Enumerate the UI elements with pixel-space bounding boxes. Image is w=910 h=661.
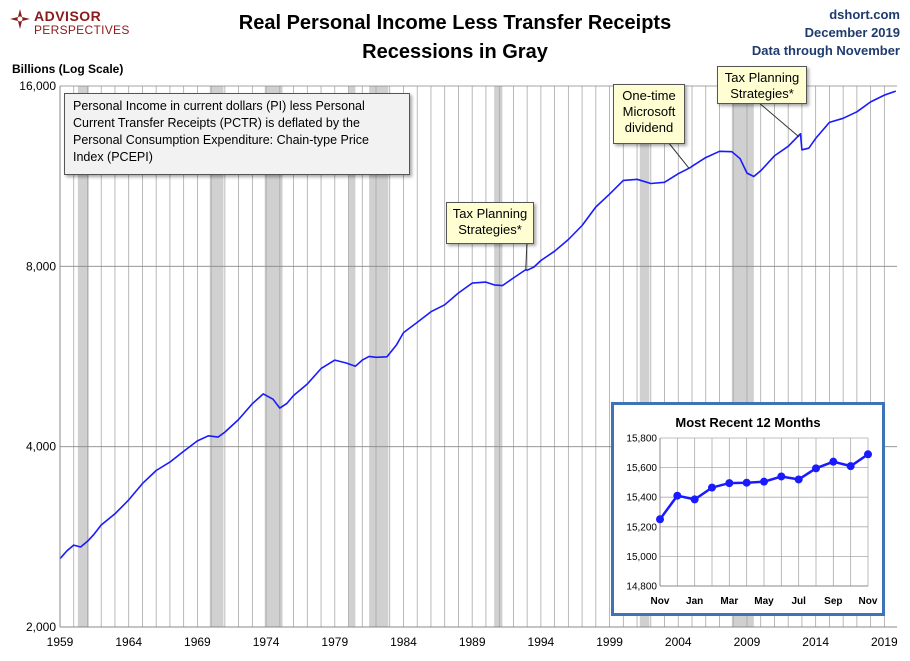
source-label: dshort.com — [829, 7, 900, 22]
y-tick-label: 2,000 — [26, 620, 56, 634]
x-tick-label: 1969 — [184, 635, 211, 649]
x-tick-label: 2009 — [734, 635, 761, 649]
data-through-label: Data through November — [751, 43, 900, 58]
chart-subtitle: Recessions in Gray — [362, 41, 548, 63]
recent-12-months-panel: Most Recent 12 Months 14,800 15,000 15,200… — [611, 402, 885, 616]
x-tick-label: 1999 — [596, 635, 623, 649]
inset-y-tick-label: 15,000 — [626, 552, 657, 563]
callout-microsoft-dividend: One-time Microsoft dividend — [613, 84, 685, 144]
advisor-perspectives-logo: ADVISOR PERSPECTIVES — [10, 8, 140, 37]
inset-y-tick-label: 15,200 — [626, 522, 657, 533]
inset-x-tick-label: Nov — [651, 596, 670, 607]
inset-y-tick-label: 15,400 — [626, 493, 657, 504]
recession-band — [77, 86, 89, 627]
inset-x-tick-label: Jan — [686, 596, 703, 607]
inset-y-tick-label: 15,600 — [626, 463, 657, 474]
inset-data-point — [846, 462, 855, 471]
x-tick-label: 1974 — [253, 635, 280, 649]
y-tick-label: 8,000 — [26, 259, 56, 273]
x-tick-label: 1979 — [321, 635, 348, 649]
methodology-note: Personal Income in current dollars (PI) … — [64, 93, 410, 175]
inset-x-tick-label: Jul — [791, 596, 806, 607]
x-tick-label: 1989 — [459, 635, 486, 649]
logo-text-top: ADVISOR — [34, 8, 102, 24]
inset-data-point — [794, 475, 803, 484]
inset-data-point — [708, 483, 716, 492]
x-tick-label: 1984 — [390, 635, 417, 649]
inset-data-point — [690, 495, 699, 504]
series-layer — [59, 90, 897, 560]
recession-band — [348, 86, 356, 627]
y-tick-label: 4,000 — [26, 440, 56, 454]
axes: 2,000 4,000 8,000 16,000 1959 1964 1969 1974 197… — [19, 79, 898, 649]
recession-band — [209, 86, 224, 627]
inset-y-tick-label: 14,800 — [626, 582, 657, 593]
inset-data-point — [742, 478, 751, 487]
compass-star-icon — [10, 9, 30, 29]
inset-data-point — [673, 491, 682, 500]
inset-x-tick-label: Sep — [824, 596, 842, 607]
callout-pointer — [757, 101, 800, 138]
inset-data-point — [760, 477, 768, 486]
inset-data-point — [656, 515, 664, 524]
inset-data-point — [812, 464, 820, 473]
y-tick-label: 16,000 — [19, 79, 56, 93]
callout-tax-planning-2012: Tax Planning Strategies* — [717, 66, 807, 104]
callout-pointer — [667, 141, 690, 169]
recession-band — [264, 86, 283, 627]
x-tick-label: 1959 — [47, 635, 74, 649]
date-label: December 2019 — [804, 25, 900, 40]
inset-data-point — [725, 479, 734, 488]
logo-text-bottom: PERSPECTIVES — [34, 23, 130, 37]
x-tick-label: 2004 — [665, 635, 692, 649]
inset-x-tick-label: Nov — [859, 596, 878, 607]
inset-chart: 14,800 15,000 15,200 15,400 15,600 15,800 Nov J… — [626, 434, 878, 608]
inset-title: Most Recent 12 Months — [675, 415, 821, 430]
inset-x-tick-label: Mar — [720, 596, 738, 607]
inset-y-tick-label: 15,800 — [626, 434, 657, 445]
inset-data-point — [777, 472, 786, 481]
inset-data-point — [829, 457, 838, 466]
x-tick-label: 2014 — [802, 635, 829, 649]
x-tick-label: 1994 — [528, 635, 555, 649]
income-series-line — [59, 90, 897, 560]
x-tick-label: 1964 — [115, 635, 142, 649]
callout-tax-planning-1993: Tax Planning Strategies* — [446, 202, 534, 244]
inset-x-tick-label: May — [754, 596, 774, 607]
inset-data-point — [864, 450, 872, 459]
recession-band — [639, 86, 650, 627]
x-tick-label: 2019 — [871, 635, 898, 649]
recession-band — [494, 86, 503, 627]
chart-title: Real Personal Income Less Transfer Recei… — [238, 12, 672, 34]
y-axis-label: Billions (Log Scale) — [12, 62, 124, 76]
